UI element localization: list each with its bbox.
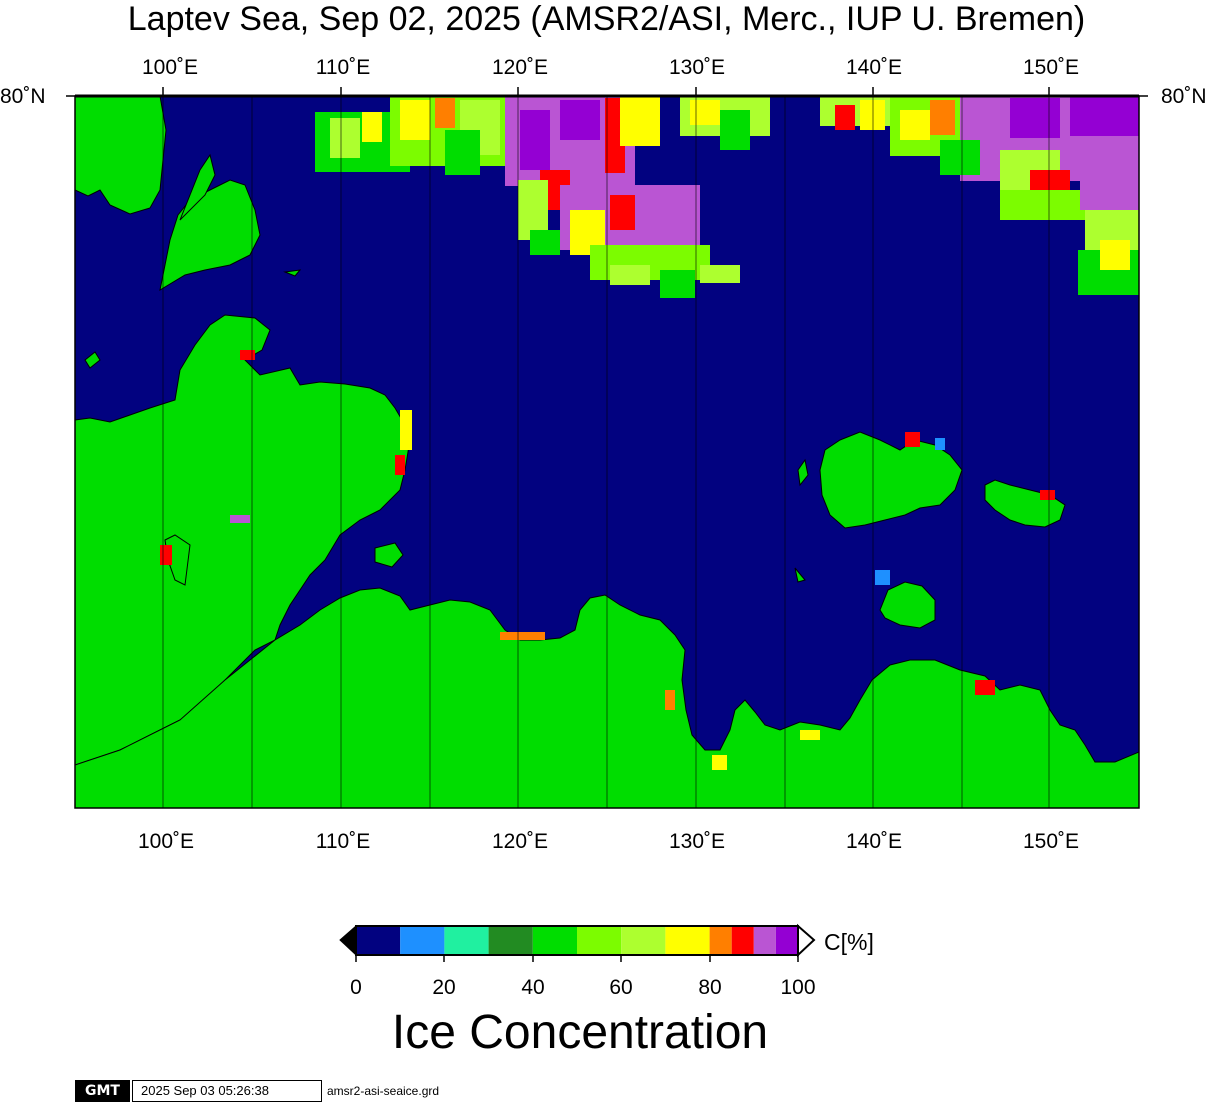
colorbar-label-100: 100 <box>780 976 816 999</box>
colorbar-label-20: 20 <box>432 976 456 999</box>
lon-label-bottom-110e: 110˚E <box>315 830 371 853</box>
lat-label-right-80n: 80˚N <box>1161 85 1207 108</box>
gmt-logo: GMT <box>75 1080 130 1102</box>
colorbar-bin-60-70 <box>621 926 666 955</box>
lon-label-bottom-100e: 100˚E <box>137 830 195 853</box>
pack-ice-north-central <box>315 96 770 298</box>
lat-label-left-80n: 80˚N <box>0 85 46 108</box>
lon-label-top-140e: 140˚E <box>845 56 903 79</box>
land-severnaya-zemlya <box>75 96 302 369</box>
colorbar-bin-50-60 <box>577 926 622 955</box>
colorbar-bin-90-95 <box>753 926 776 955</box>
lon-label-bottom-120e: 120˚E <box>491 830 549 853</box>
lon-label-top-150e: 150˚E <box>1022 56 1080 79</box>
colorbar-bin-10-20 <box>400 926 445 955</box>
colorbar-bin-95-100 <box>775 926 798 955</box>
lon-label-bottom-150e: 150˚E <box>1022 830 1080 853</box>
grid-file-name: amsr2-asi-seaice.grd <box>327 1084 440 1098</box>
land-new-siberian-islands <box>794 431 1066 629</box>
colorbar-bin-40-50 <box>532 926 577 955</box>
lon-label-bottom-130e: 130˚E <box>668 830 726 853</box>
colorbar-label-60: 60 <box>609 976 633 999</box>
colorbar <box>339 923 816 962</box>
colorbar-bin-80-85 <box>709 926 732 955</box>
lon-label-top-100e: 100˚E <box>141 56 199 79</box>
colorbar-overflow-triangle <box>797 923 816 958</box>
tick-marks <box>66 87 1148 97</box>
lon-label-top-120e: 120˚E <box>491 56 549 79</box>
colorbar-unit: C[%] <box>824 929 874 955</box>
lon-label-top-110e: 110˚E <box>315 56 371 79</box>
colorbar-bin-85-90 <box>731 926 754 955</box>
coastal-ice-fringe <box>160 350 1055 770</box>
timestamp: 2025 Sep 03 05:26:38 <box>132 1080 322 1102</box>
colorbar-bin-0-10 <box>356 926 401 955</box>
colorbar-label-80: 80 <box>698 976 722 999</box>
graticule <box>162 96 1050 808</box>
colorbar-bin-20-30 <box>444 926 489 955</box>
colorbar-underflow-triangle <box>339 924 357 957</box>
lon-label-top-130e: 130˚E <box>668 56 726 79</box>
colorbar-bin-30-40 <box>488 926 533 955</box>
colorbar-label-40: 40 <box>521 976 545 999</box>
lon-label-bottom-140e: 140˚E <box>845 830 903 853</box>
map-title: Laptev Sea, Sep 02, 2025 (AMSR2/ASI, Mer… <box>127 0 1086 38</box>
legend-title: Ice Concentration <box>391 1006 769 1059</box>
colorbar-bin-70-80 <box>665 926 710 955</box>
colorbar-label-0: 0 <box>350 976 362 999</box>
